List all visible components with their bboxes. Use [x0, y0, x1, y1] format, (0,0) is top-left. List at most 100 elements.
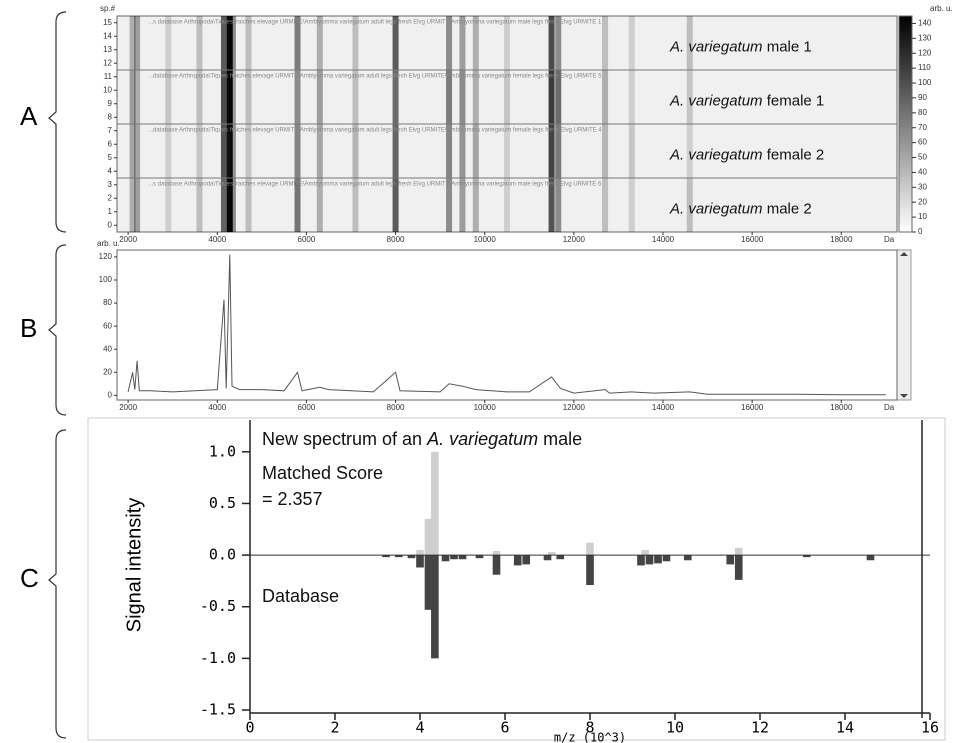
y-tick-label: 1.0 — [209, 442, 236, 460]
text-part: A. variegatum — [669, 38, 763, 55]
y-tick-label: 0.0 — [209, 546, 236, 564]
gel-band — [446, 70, 453, 124]
x-tick-label: 18000 — [830, 403, 853, 412]
gel-band — [548, 16, 555, 70]
gel-band — [134, 124, 141, 178]
bar — [394, 555, 403, 558]
gel-band — [602, 70, 609, 124]
bar — [492, 555, 501, 575]
panel-label: A — [20, 101, 38, 131]
bar — [543, 555, 552, 561]
gel-band — [548, 70, 555, 124]
bar — [424, 518, 433, 556]
x-tick-label: 6000 — [298, 235, 316, 244]
text-part: male 2 — [767, 200, 812, 217]
bar — [431, 555, 439, 659]
x-tick-label: 10 — [666, 719, 684, 737]
colorbar-tick-label: 50 — [918, 153, 927, 162]
gel-band — [245, 16, 252, 70]
colorbar — [898, 15, 913, 233]
y-tick-label: -0.5 — [200, 597, 236, 615]
bar — [654, 555, 662, 564]
x-tick-label: 2000 — [119, 235, 137, 244]
gel-band — [686, 16, 693, 70]
gel-band — [165, 178, 172, 232]
y-tick-label: 7 — [108, 126, 113, 135]
bar — [431, 451, 439, 556]
gel-band — [294, 178, 301, 232]
colorbar-tick-label: 80 — [918, 108, 927, 117]
gel-band — [555, 178, 562, 232]
x-tick-label: 4000 — [208, 235, 226, 244]
gel-band — [459, 70, 466, 124]
gel-band — [129, 124, 136, 178]
y-tick-label: 40 — [103, 344, 112, 353]
x-tick-label: 4000 — [208, 403, 226, 412]
text-part: A. variegatum — [669, 146, 763, 163]
bar — [416, 549, 424, 556]
gel-band — [504, 124, 510, 178]
text-part: male 1 — [767, 38, 812, 55]
annotation: Matched Score — [262, 463, 383, 483]
gel-band — [229, 124, 236, 178]
bar — [450, 555, 458, 560]
gel-band — [165, 16, 172, 70]
plot-area — [116, 249, 898, 401]
bar — [866, 555, 875, 561]
bar — [645, 555, 654, 565]
bar — [522, 555, 531, 565]
gel-band — [129, 16, 136, 70]
scrollbar[interactable] — [896, 249, 912, 401]
bar — [683, 555, 692, 561]
x-tick-label: 12 — [751, 719, 769, 737]
gel-band — [392, 178, 399, 232]
y-tick-label: 10 — [103, 85, 112, 94]
spectrum-header: ...database Arthropoda\Tiques fraiches e… — [148, 74, 602, 80]
colorbar-tick-label: 10 — [918, 212, 927, 221]
x-tick-label: 12000 — [563, 403, 586, 412]
y-tick-label: 6 — [108, 139, 113, 148]
bar — [492, 550, 501, 556]
x-tick-label: 2000 — [119, 403, 137, 412]
gel-band — [459, 178, 466, 232]
colorbar-tick-label: 100 — [918, 78, 932, 87]
bar — [475, 555, 484, 559]
gel-band — [196, 124, 203, 178]
gel-band — [196, 16, 203, 70]
gel-band — [226, 124, 233, 178]
x-unit: Da — [884, 403, 895, 412]
x-tick-label: 8000 — [387, 235, 405, 244]
gel-band — [294, 16, 301, 70]
gel-band — [472, 70, 479, 124]
gel-band — [229, 178, 236, 232]
gel-band — [392, 124, 399, 178]
annotation: = 2.357 — [262, 489, 323, 509]
gel-band — [196, 70, 203, 124]
gel-band — [229, 16, 236, 70]
gel-band — [548, 178, 555, 232]
gel-band — [504, 178, 510, 232]
colorbar-tick-label: 20 — [918, 197, 927, 206]
gel-band — [446, 16, 453, 70]
gel-band — [504, 16, 510, 70]
y-tick-label: 12 — [103, 58, 112, 67]
gel-band — [134, 16, 141, 70]
gel-band — [472, 124, 479, 178]
bar — [513, 555, 522, 566]
colorbar-tick-label: 70 — [918, 123, 927, 132]
x-tick-label: 8000 — [387, 403, 405, 412]
colorbar-tick-label: 110 — [918, 63, 931, 72]
gel-band — [245, 70, 252, 124]
y-tick-label: 1 — [108, 207, 113, 216]
bar — [726, 555, 735, 565]
gel-band — [686, 124, 693, 178]
text-part: male — [543, 429, 582, 449]
gel-band — [316, 124, 323, 178]
colorbar-label: arb. u. — [930, 4, 953, 13]
bar — [407, 555, 416, 559]
bar — [641, 549, 650, 556]
y-tick-label: 14 — [103, 31, 112, 40]
x-tick-label: 14000 — [652, 403, 675, 412]
y-tick-label: -1.0 — [200, 649, 236, 667]
